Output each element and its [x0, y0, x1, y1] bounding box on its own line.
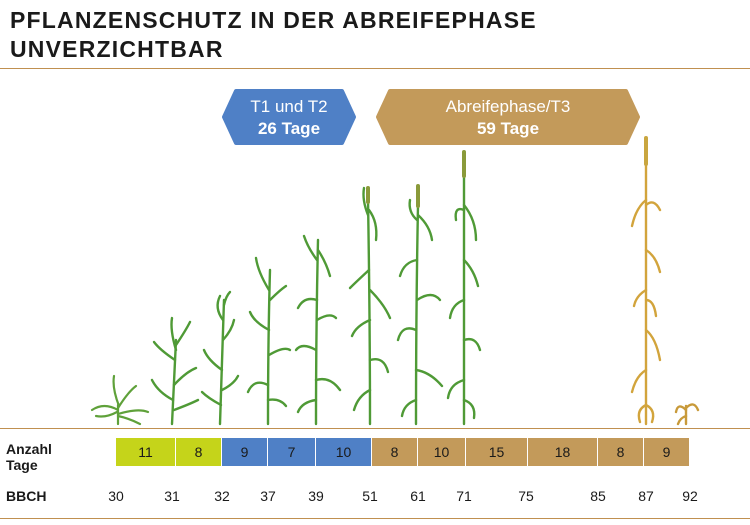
- badge-abreifephase-label: Abreifephase/T3: [445, 97, 571, 116]
- bbch-value: 92: [682, 488, 698, 504]
- bbch-value: 39: [308, 488, 324, 504]
- badge-t1-t2-shape: [222, 89, 356, 145]
- day-cell: 8: [598, 438, 644, 466]
- bbch-value: 85: [590, 488, 606, 504]
- day-cell: 9: [644, 438, 690, 466]
- days-row-label: Anzahl Tage: [6, 441, 52, 473]
- title-line-2: UNVERZICHTBAR: [10, 36, 224, 62]
- day-cell: 8: [176, 438, 222, 466]
- ground-line: [0, 428, 750, 429]
- plant-stage-32: [200, 290, 240, 426]
- badge-abreifephase-shape: [376, 89, 640, 145]
- badge-abreifephase: Abreifephase/T3 59 Tage: [376, 89, 640, 145]
- day-cell: 7: [268, 438, 316, 466]
- bbch-value: 75: [518, 488, 534, 504]
- plant-stage-31: [150, 316, 200, 426]
- badge-t1-t2-days: 26 Tage: [257, 119, 321, 138]
- plant-stage-30: [90, 374, 150, 426]
- bbch-value: 71: [456, 488, 472, 504]
- bbch-value: 61: [410, 488, 426, 504]
- bbch-value: 31: [164, 488, 180, 504]
- plant-growth-illustration: [90, 136, 700, 426]
- day-cell: 18: [528, 438, 598, 466]
- plant-stage-87: [630, 160, 662, 426]
- bbch-row-label: BBCH: [6, 488, 47, 504]
- badge-abreifephase-days: 59 Tage: [476, 119, 540, 138]
- title-line-1: PFLANZENSCHUTZ IN DER ABREIFEPHASE: [10, 7, 537, 33]
- badge-t1-t2-label: T1 und T2: [250, 97, 328, 116]
- bbch-value: 51: [362, 488, 378, 504]
- plant-stage-37: [246, 256, 292, 426]
- bbch-value: 87: [638, 488, 654, 504]
- days-label-line-2: Tage: [6, 457, 38, 473]
- page-title: PFLANZENSCHUTZ IN DER ABREIFEPHASE UNVER…: [10, 6, 537, 64]
- day-cell: 11: [116, 438, 176, 466]
- bottom-divider: [0, 518, 750, 519]
- bbch-value: 37: [260, 488, 276, 504]
- days-label-line-1: Anzahl: [6, 441, 52, 457]
- day-cell: 9: [222, 438, 268, 466]
- plant-stage-61: [396, 198, 444, 426]
- top-divider: [0, 68, 750, 69]
- day-cell: 8: [372, 438, 418, 466]
- bbch-value: 32: [214, 488, 230, 504]
- plant-stage-51: [348, 186, 392, 426]
- day-cell: 15: [466, 438, 528, 466]
- plant-stage-71: [446, 173, 482, 426]
- plant-stage-39: [294, 234, 342, 426]
- day-cell: 10: [316, 438, 372, 466]
- badge-t1-t2: T1 und T2 26 Tage: [222, 89, 356, 145]
- plant-stage-92: [674, 403, 700, 426]
- bbch-value: 30: [108, 488, 124, 504]
- day-cell: 10: [418, 438, 466, 466]
